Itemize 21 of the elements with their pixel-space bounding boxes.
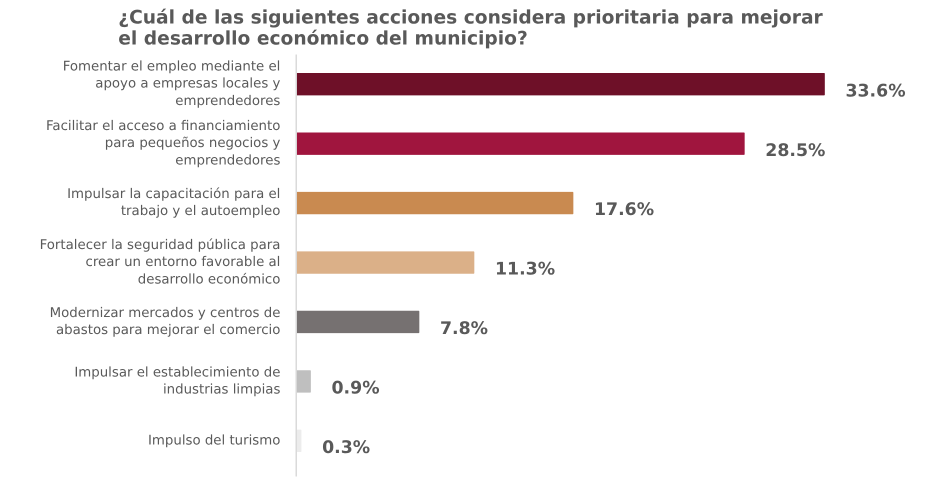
y-tick-label: Impulsar la capacitación para el trabajo y el autoempleo [67,186,280,220]
bar [296,370,311,393]
data-label: 0.9% [332,378,380,399]
y-tick-label: Impulso del turismo [148,433,280,448]
data-label: 28.5% [765,140,826,161]
data-label: 17.6% [594,200,654,220]
bar [296,73,825,96]
y-tick-label: Fortalecer la seguridad pública para crear un entorno favorable al desarrollo económico [40,238,280,288]
bar [296,192,574,214]
bar [296,132,745,155]
y-tick-label: Modernizar mercados y centros de abastos para mejorar el comercio [50,306,280,338]
bar [296,310,420,334]
data-label: 11.3% [494,260,556,280]
data-label: 0.3% [322,438,370,458]
data-label: 33.6% [845,81,906,102]
bar [296,251,474,274]
y-tick-label: Fomentar el empleo mediante el apoyo a empresas locales y emprendedores [62,59,280,109]
y-tick-label: Facilitar el acceso a financiamiento para pequeños negocios y emprendedores [46,118,280,168]
y-tick-label: Impulsar el establecimiento de industrias limpias [74,365,280,398]
chart-title: ¿Cuál de las siguientes acciones considera prioritaria para mejorar el desarrollo económico del municipio? [118,8,824,50]
data-label: 7.8% [440,319,488,340]
